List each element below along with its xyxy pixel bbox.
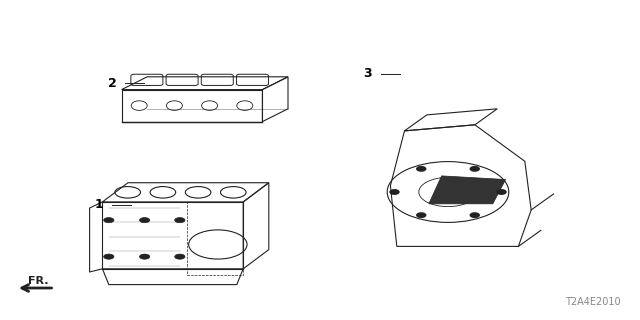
Text: T2A4E2010: T2A4E2010 [565,297,621,307]
Circle shape [417,213,426,217]
Text: FR.: FR. [28,276,49,286]
Circle shape [497,190,506,194]
Circle shape [470,167,479,171]
Circle shape [175,218,185,223]
Circle shape [104,254,114,259]
Circle shape [140,218,150,223]
Circle shape [417,167,426,171]
Text: 1: 1 [95,198,104,211]
Text: 2: 2 [108,77,116,90]
Polygon shape [429,176,506,204]
Circle shape [104,218,114,223]
Text: 3: 3 [364,67,372,80]
Circle shape [140,254,150,259]
Circle shape [470,213,479,217]
Circle shape [390,190,399,194]
Circle shape [175,254,185,259]
